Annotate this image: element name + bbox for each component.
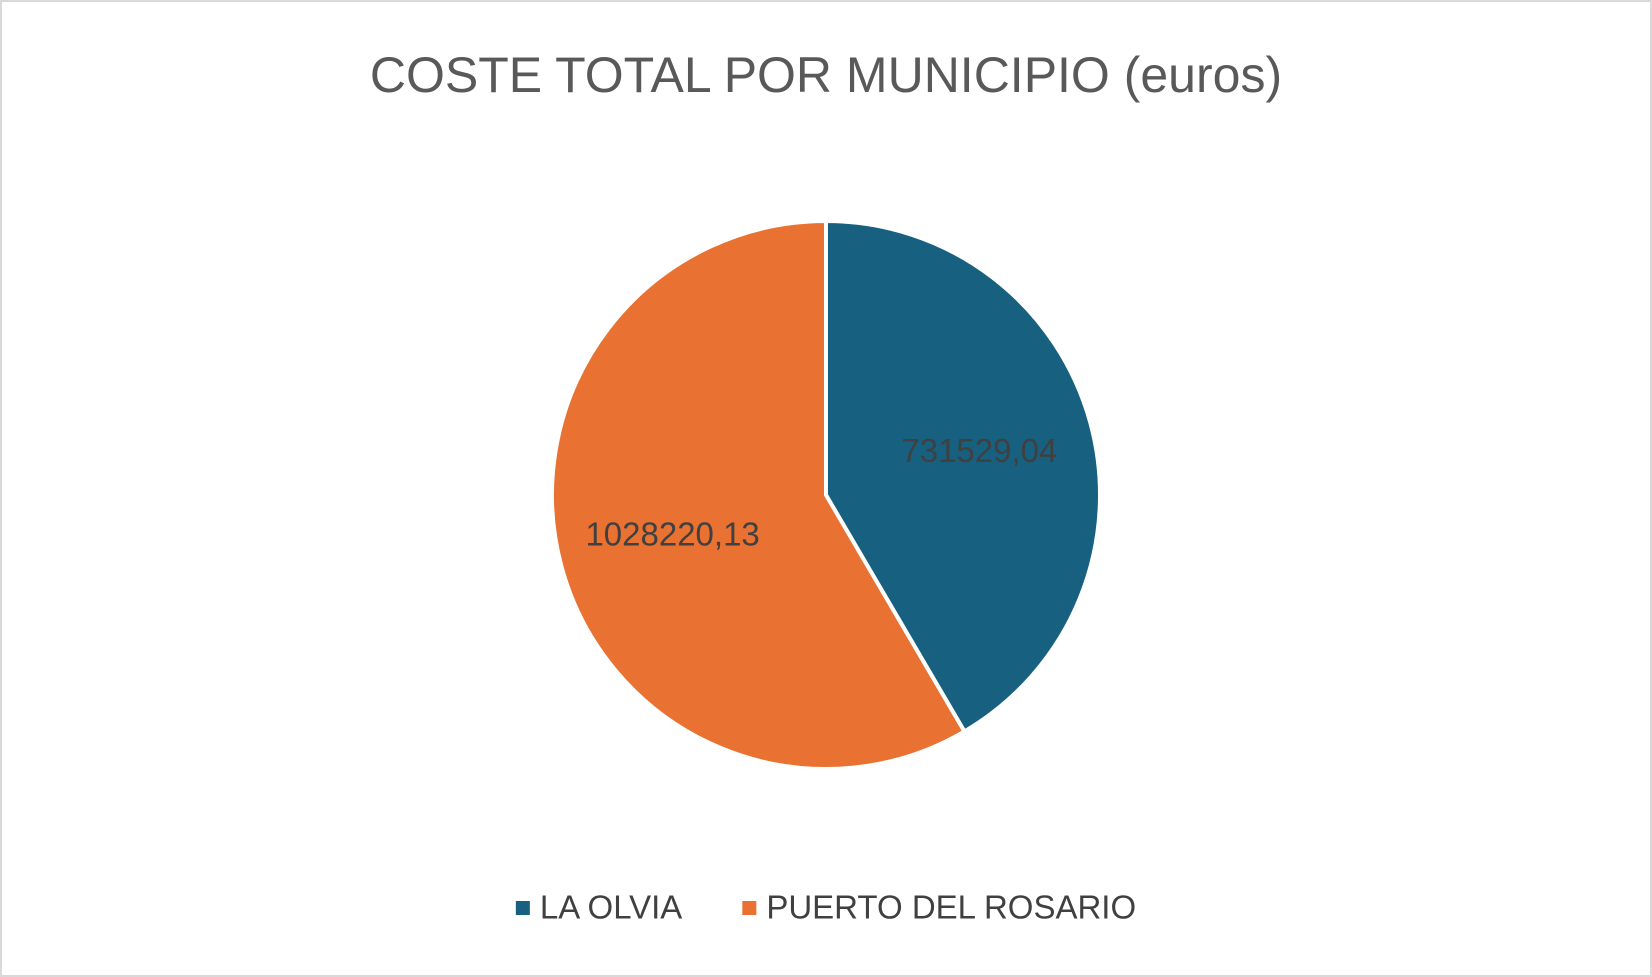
data-label: 731529,04 xyxy=(901,432,1057,469)
legend-label: LA OLVIA xyxy=(540,889,682,926)
pie-slice xyxy=(550,218,968,771)
chart-title: COSTE TOTAL POR MUNICIPIO (euros) xyxy=(370,47,1282,103)
legend-label: PUERTO DEL ROSARIO xyxy=(766,889,1136,926)
data-label: 1028220,13 xyxy=(585,515,759,552)
legend-swatch xyxy=(742,901,757,915)
legend: LA OLVIA PUERTO DEL ROSARIO xyxy=(515,889,1136,926)
pie-slice xyxy=(824,218,1102,735)
legend-swatch xyxy=(515,901,530,915)
